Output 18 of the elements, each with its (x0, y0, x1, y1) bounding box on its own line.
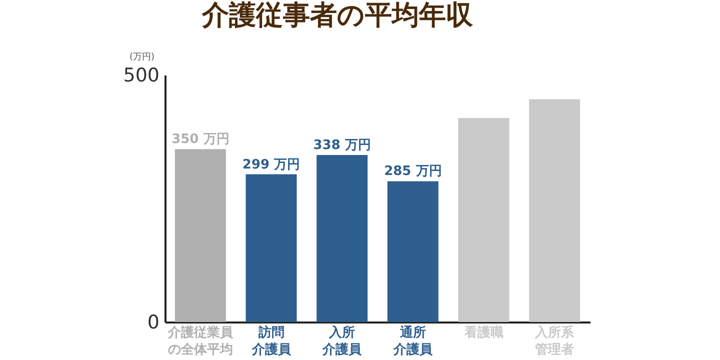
bar (246, 174, 297, 322)
bar (529, 99, 580, 322)
y-tick-label: 0 (147, 312, 160, 334)
x-tick-label: 入所介護員 (322, 324, 363, 358)
x-tick-label: 通所介護員 (392, 324, 434, 358)
bar (387, 181, 438, 322)
y-axis-title: (万円) (130, 52, 155, 62)
chart-title: 介護従事者の平均年収 (200, 0, 474, 31)
data-label: 350 万円 (172, 132, 230, 148)
data-label: 338 万円 (313, 138, 371, 154)
x-tick-label: 訪問介護員 (250, 324, 292, 358)
data-label: 285 万円 (384, 164, 442, 180)
bar (174, 149, 226, 322)
bar (316, 155, 368, 322)
y-tick-label: 500 (123, 64, 160, 86)
data-label: 299 万円 (242, 157, 300, 172)
bar (458, 118, 510, 322)
x-tick-label: 介護従業員の全体平均 (166, 324, 234, 358)
